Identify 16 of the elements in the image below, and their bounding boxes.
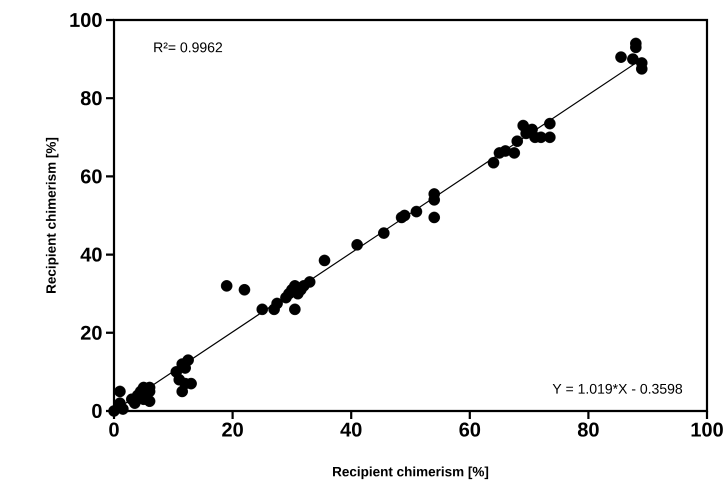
x-tick-label: 80 — [578, 422, 599, 437]
x-axis-title: Recipient chimerism [%] — [333, 466, 488, 480]
x-tick-label: 60 — [459, 422, 480, 437]
x-tick-label: 0 — [109, 422, 119, 437]
y-tick-label: 20 — [80, 326, 102, 340]
y-tick-label: 100 — [70, 12, 102, 28]
x-tick-label: 40 — [340, 422, 362, 437]
y-tick-label: 0 — [92, 404, 102, 418]
y-tick-label: 40 — [80, 248, 102, 262]
x-tick-label: 20 — [222, 422, 243, 437]
y-tick-label: 60 — [80, 169, 102, 184]
annotation: R²= 0.9962 — [154, 42, 222, 52]
x-tick-label: 100 — [692, 422, 723, 437]
y-tick-label: 80 — [80, 91, 102, 106]
y-axis-title: Recipient chimerism [%] — [46, 138, 58, 293]
annotation: Y = 1.019*X - 0.3598 — [552, 384, 682, 394]
